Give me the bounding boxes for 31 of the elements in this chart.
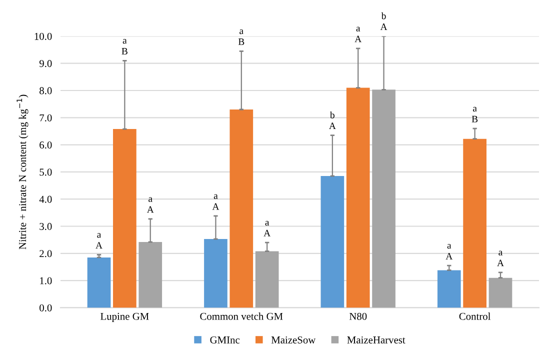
annotation: a A	[497, 250, 504, 266]
x-tick-label: Common vetch GM	[200, 312, 283, 320]
y-tick-label: 7.0	[40, 114, 52, 122]
x-tick-label: Control	[459, 312, 491, 320]
y-tick-label: 10.0	[34, 32, 52, 40]
y-tick-label: 3.0	[40, 222, 52, 230]
y-tick-label: 4.0	[39, 196, 52, 203]
legend-label: GMInc	[210, 336, 240, 344]
x-tick-label: Lupine GM	[100, 312, 149, 322]
annotation: a B	[122, 38, 128, 54]
y-axis-title: Nitrite + nitrate N content (mg kg$^{−1}$)	[16, 94, 28, 250]
annotation: a A	[96, 233, 102, 249]
legend-label: MaizeHarvest	[347, 336, 406, 344]
annotation: a A	[146, 197, 154, 213]
y-tick-label: 1.0	[40, 277, 52, 284]
legend-label: MaizeSow	[271, 336, 316, 344]
y-tick-label: 9.0	[39, 60, 52, 68]
annotation: a B	[472, 106, 478, 122]
y-tick-label: 5.0	[40, 168, 52, 176]
y-tick-label: 2.0	[40, 250, 52, 258]
x-tick-label: N80	[349, 312, 367, 320]
annotation: a A	[446, 244, 453, 260]
y-tick-label: 0.0	[40, 304, 52, 312]
annotation: b A	[329, 111, 336, 130]
text: b A	[380, 12, 388, 30]
annotation: a B	[238, 29, 244, 45]
y-tick-label: 8.0	[40, 87, 52, 94]
y-tick-label: 6.0	[40, 141, 52, 149]
annotation: a A	[264, 220, 271, 236]
annotation: a A	[212, 194, 220, 210]
annotation: a A	[354, 26, 362, 42]
